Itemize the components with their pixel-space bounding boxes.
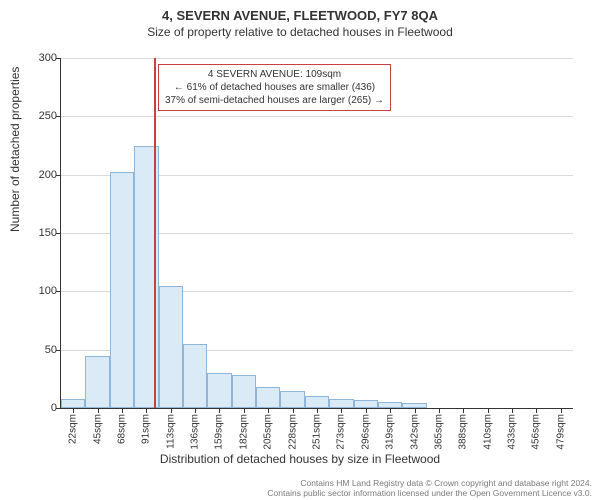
x-tick-label: 410sqm: [482, 414, 493, 450]
x-tick-mark: [268, 408, 269, 413]
grid-line: [61, 58, 573, 59]
x-tick-mark: [244, 408, 245, 413]
x-tick-label: 342sqm: [409, 414, 420, 450]
x-tick-label: 479sqm: [555, 414, 566, 450]
y-tick-label: 150: [23, 227, 57, 239]
x-tick-label: 159sqm: [214, 414, 225, 450]
grid-line: [61, 116, 573, 117]
annotation-callout: 4 SEVERN AVENUE: 109sqm ← 61% of detache…: [158, 64, 391, 111]
attribution-line-1: Contains HM Land Registry data © Crown c…: [267, 478, 592, 488]
x-tick-mark: [98, 408, 99, 413]
x-tick-label: 273sqm: [336, 414, 347, 450]
x-tick-mark: [390, 408, 391, 413]
x-tick-mark: [415, 408, 416, 413]
x-tick-mark: [488, 408, 489, 413]
chart-container: 4, SEVERN AVENUE, FLEETWOOD, FY7 8QA Siz…: [0, 0, 600, 500]
y-tick-label: 100: [23, 285, 57, 297]
x-tick-mark: [536, 408, 537, 413]
histogram-bar: [232, 375, 256, 408]
x-tick-mark: [439, 408, 440, 413]
x-tick-mark: [122, 408, 123, 413]
x-tick-mark: [463, 408, 464, 413]
x-tick-label: 365sqm: [433, 414, 444, 450]
x-tick-mark: [73, 408, 74, 413]
x-tick-label: 388sqm: [458, 414, 469, 450]
attribution-text: Contains HM Land Registry data © Crown c…: [267, 478, 592, 498]
chart-plot-area: 05010015020025030022sqm45sqm68sqm91sqm11…: [60, 58, 572, 408]
histogram-bar: [183, 344, 207, 408]
x-tick-mark: [195, 408, 196, 413]
histogram-bar: [207, 373, 231, 408]
histogram-bar: [280, 391, 304, 409]
y-tick-label: 200: [23, 169, 57, 181]
x-tick-label: 45sqm: [92, 414, 103, 444]
x-tick-label: 205sqm: [263, 414, 274, 450]
annotation-line-3: 37% of semi-detached houses are larger (…: [165, 94, 384, 107]
y-tick-label: 300: [23, 52, 57, 64]
histogram-bar: [85, 356, 109, 409]
x-tick-label: 136sqm: [190, 414, 201, 450]
y-tick-label: 0: [23, 402, 57, 414]
x-tick-mark: [366, 408, 367, 413]
chart-title-main: 4, SEVERN AVENUE, FLEETWOOD, FY7 8QA: [0, 0, 600, 23]
x-tick-label: 228sqm: [287, 414, 298, 450]
histogram-bar: [159, 286, 183, 409]
x-tick-label: 456sqm: [531, 414, 542, 450]
x-tick-label: 68sqm: [116, 414, 127, 444]
x-tick-label: 433sqm: [507, 414, 518, 450]
x-tick-label: 113sqm: [165, 414, 176, 449]
y-axis-label: Number of detached properties: [8, 67, 22, 232]
x-tick-label: 91sqm: [141, 414, 152, 444]
attribution-line-2: Contains public sector information licen…: [267, 488, 592, 498]
x-tick-mark: [341, 408, 342, 413]
histogram-bar: [329, 399, 353, 408]
x-tick-mark: [146, 408, 147, 413]
x-tick-label: 22sqm: [68, 414, 79, 444]
y-tick-label: 50: [23, 344, 57, 356]
y-tick-label: 250: [23, 110, 57, 122]
x-tick-mark: [317, 408, 318, 413]
x-tick-mark: [561, 408, 562, 413]
histogram-bar: [110, 172, 134, 408]
histogram-bar: [256, 387, 280, 408]
x-axis-label: Distribution of detached houses by size …: [0, 452, 600, 466]
annotation-line-2: ← 61% of detached houses are smaller (43…: [165, 81, 384, 94]
property-marker-line: [154, 58, 156, 408]
x-tick-mark: [512, 408, 513, 413]
x-tick-mark: [171, 408, 172, 413]
x-tick-label: 251sqm: [312, 414, 323, 450]
x-tick-label: 182sqm: [238, 414, 249, 450]
x-tick-mark: [293, 408, 294, 413]
histogram-bar: [354, 400, 378, 408]
histogram-bar: [305, 396, 329, 408]
x-tick-label: 296sqm: [360, 414, 371, 450]
histogram-bar: [61, 399, 85, 408]
x-tick-mark: [219, 408, 220, 413]
annotation-line-1: 4 SEVERN AVENUE: 109sqm: [165, 68, 384, 81]
x-tick-label: 319sqm: [385, 414, 396, 450]
chart-title-sub: Size of property relative to detached ho…: [0, 23, 600, 39]
